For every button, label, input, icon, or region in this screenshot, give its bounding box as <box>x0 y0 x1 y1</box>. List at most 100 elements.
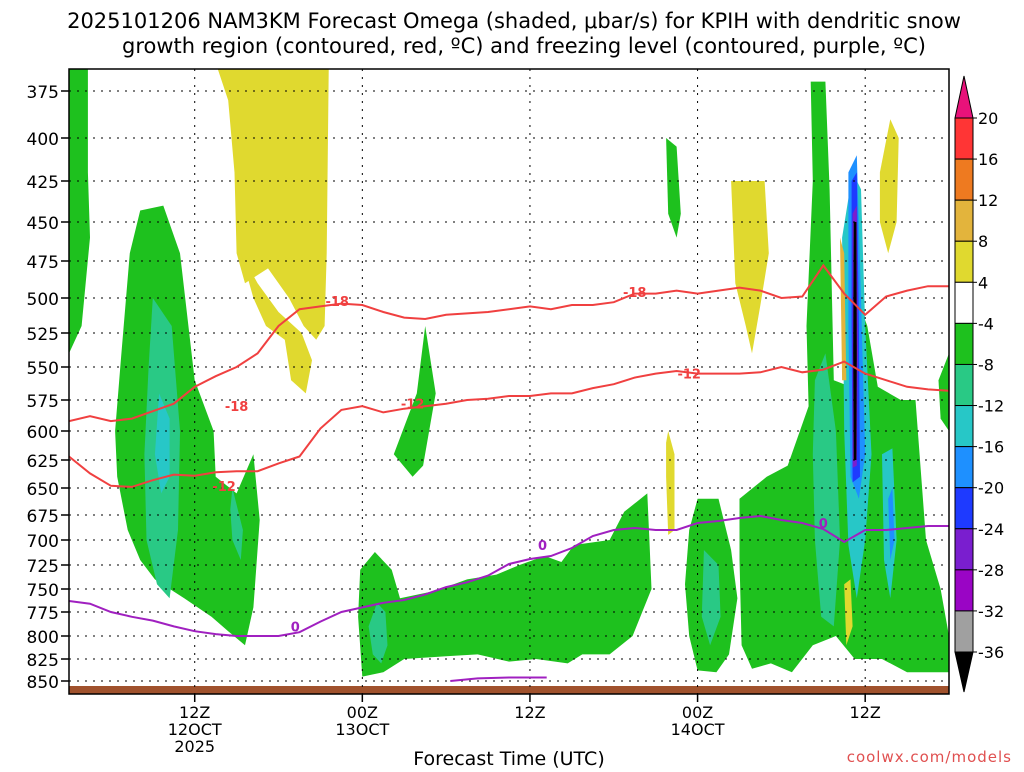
colorbar-label-7: -12 <box>978 397 1004 416</box>
colorbar-label-4: 4 <box>978 273 988 292</box>
shade-yellow-right-upper <box>879 119 899 254</box>
colorbar-top-arrow <box>954 75 974 119</box>
y-tick-label-600: 600 <box>27 423 59 443</box>
y-tick-label-825: 825 <box>27 651 59 671</box>
contour-label-6: 0 <box>291 620 300 635</box>
colorbar-label-1: 16 <box>978 150 998 169</box>
x-tick-label-36-2: 14OCT <box>671 720 725 739</box>
colorbar-swatch-11 <box>954 569 974 612</box>
y-tick-label-850: 850 <box>27 673 59 693</box>
shade-yellow-right-top <box>731 181 769 354</box>
shade-teal-right-complex <box>812 353 840 627</box>
plot-frame <box>68 68 950 695</box>
y-tick-label-500: 500 <box>27 290 59 310</box>
contour-label-5: -12 <box>677 368 701 383</box>
colorbar: 20 16 12 8 4 -4 -8 -12 -16 -20 -24 -28 -32 -36 <box>954 75 1004 693</box>
x-axis-label: Forecast Time (UTC) <box>413 748 604 768</box>
y-tick-label-425: 425 <box>27 173 59 193</box>
colorbar-label-6: -8 <box>978 355 994 374</box>
colorbar-swatch-7 <box>954 405 974 448</box>
shade-teal-right-block <box>701 550 721 646</box>
shade-green-right-complex <box>739 81 949 673</box>
colorbar-swatch-2 <box>954 199 974 242</box>
ground-band <box>69 686 949 694</box>
colorbar-swatch-0 <box>954 117 974 160</box>
colorbar-label-5: -4 <box>978 314 994 333</box>
chart-title-line1: 2025101206 NAM3KM Forecast Omega (shaded… <box>67 9 961 33</box>
x-tick-label-12-1: 12Z <box>179 703 210 722</box>
contour-dgz-minus12 <box>69 360 949 488</box>
contour-dgz-minus18 <box>69 263 949 423</box>
contour-lines <box>69 263 949 682</box>
colorbar-label-10: -24 <box>978 520 1004 539</box>
colorbar-label-8: -16 <box>978 438 1004 457</box>
contour-label-8: 0 <box>819 517 828 532</box>
x-tick-label-12-2: 12OCT <box>168 720 222 739</box>
y-tick-label-575: 575 <box>27 392 59 412</box>
shade-yellow-right-band <box>840 237 847 381</box>
shade-yellow-left-lower <box>240 253 312 394</box>
colorbar-label-13: -36 <box>978 643 1004 662</box>
chart-title-line2: growth region (contoured, red, ºC) and f… <box>122 34 926 58</box>
colorbar-swatch-9 <box>954 487 974 530</box>
contour-freezing-level <box>69 514 949 637</box>
x-tick-label-28-1: 12Z <box>514 703 545 722</box>
x-tick-label-36-1: 00Z <box>682 703 713 722</box>
x-tick-label-12-3: 2025 <box>174 737 215 756</box>
credit-text: coolwx.com/models <box>847 748 1012 766</box>
contour-label-2: -18 <box>325 295 349 310</box>
shade-teal-middle-lower <box>368 602 388 664</box>
colorbar-swatch-1 <box>954 158 974 201</box>
y-tick-label-775: 775 <box>27 604 59 624</box>
y-tick-label-475: 475 <box>27 253 59 273</box>
colorbar-bottom-arrow <box>954 651 974 693</box>
contour-label-4: -18 <box>623 286 647 301</box>
y-tick-label-750: 750 <box>27 581 59 601</box>
shade-cyan-left-spot <box>154 393 170 494</box>
contour-label-3: -12 <box>401 398 425 413</box>
colorbar-swatch-6 <box>954 363 974 407</box>
shade-green-right-edge <box>938 353 949 431</box>
y-tick-label-625: 625 <box>27 452 59 472</box>
omega-shading <box>69 69 949 677</box>
shade-yellow-left-top <box>217 69 329 340</box>
shade-black-right-column <box>853 222 857 460</box>
y-tick-label-800: 800 <box>27 628 59 648</box>
colorbar-swatch-12 <box>954 610 974 653</box>
colorbar-swatch-3 <box>954 240 974 283</box>
colorbar-label-11: -28 <box>978 561 1004 580</box>
colorbar-swatch-8 <box>954 446 974 489</box>
colorbar-label-0: 20 <box>978 109 998 128</box>
contour-label-1: -12 <box>212 480 236 495</box>
colorbar-swatch-4 <box>954 281 974 324</box>
shade-blue-right-lower <box>888 488 895 560</box>
colorbar-label-12: -32 <box>978 602 1004 621</box>
shade-green-middle-lower <box>358 493 652 677</box>
y-tick-label-725: 725 <box>27 557 59 577</box>
ground-band-rect <box>69 686 949 694</box>
y-tick-label-650: 650 <box>27 480 59 500</box>
contour-freezing-low <box>450 676 547 682</box>
y-tick-label-700: 700 <box>27 532 59 552</box>
colorbar-label-3: 8 <box>978 232 988 251</box>
contour-labels: -18 -12 -18 -12 -18 -12 0 0 0 <box>212 286 828 635</box>
contour-label-7: 0 <box>538 539 547 554</box>
y-tick-label-400: 400 <box>27 130 59 150</box>
shade-green-mid-col <box>393 326 436 477</box>
y-tick-label-525: 525 <box>27 325 59 345</box>
y-tick-label-675: 675 <box>27 507 59 527</box>
colorbar-label-2: 12 <box>978 191 998 210</box>
y-tick-label-375: 375 <box>27 83 59 103</box>
y-tick-label-450: 450 <box>27 214 59 234</box>
colorbar-swatch-10 <box>954 528 974 571</box>
x-tick-label-20-2: 13OCT <box>335 720 389 739</box>
shade-yellow-mid-small <box>666 431 675 535</box>
contour-label-0: -18 <box>225 400 249 415</box>
shade-green-left-edge <box>69 69 90 354</box>
colorbar-label-9: -20 <box>978 479 1004 498</box>
x-tick-label-20-1: 00Z <box>347 703 378 722</box>
shade-green-right-small-top <box>666 138 681 238</box>
